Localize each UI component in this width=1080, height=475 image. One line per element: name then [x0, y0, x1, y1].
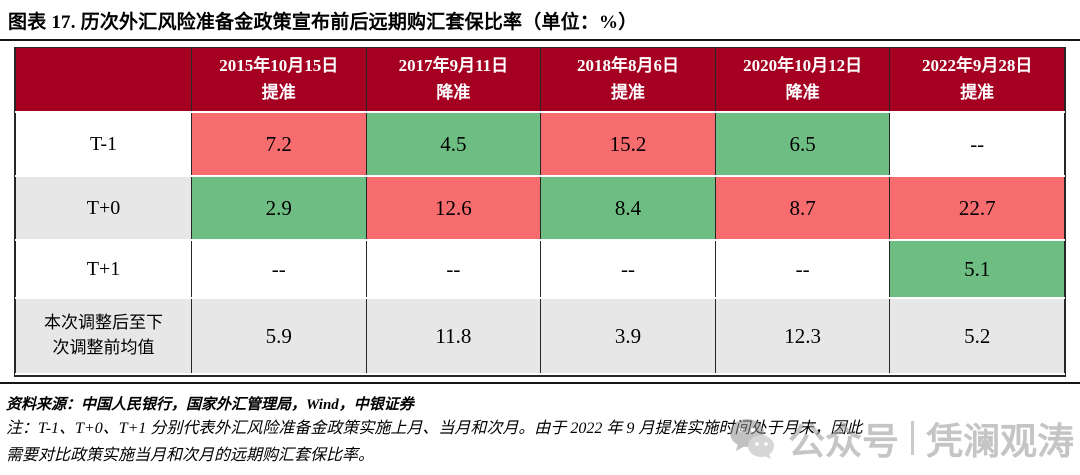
hedge-ratio-table-wrap: 2015年10月15日 提准 2017年9月11日 降准 2018年8月6日 提准 2020… — [14, 47, 1066, 377]
source-line: 资料来源：中国人民银行，国家外汇管理局，Wind，中银证券 — [6, 397, 414, 413]
note-line-1: 注：T-1、T+0、T+1 分别代表外汇风险准备金政策实施上月、当月和次月。由于… — [6, 420, 863, 437]
event-header-cell: 2020年10月12日 降准 — [714, 48, 891, 112]
title-rule — [0, 39, 1080, 41]
value-cell: 3.9 — [540, 297, 716, 375]
table-row: 本次调整后至下次调整前均值 5.9 11.8 3.9 12.3 5.2 — [15, 297, 1065, 375]
figure-title: 图表 17. 历次外汇风险准备金政策宣布前后远期购汇套保比率（单位：%） — [8, 12, 638, 33]
value-cell: -- — [365, 239, 542, 299]
value-cell: 7.2 — [191, 111, 367, 177]
event-header-cell: 2018年8月6日 提准 — [540, 48, 716, 112]
value-cell: -- — [540, 239, 716, 299]
event-header-cell: 2022年9月28日 提准 — [889, 48, 1065, 112]
value-cell: -- — [889, 111, 1065, 177]
event-header-cell: 2017年9月11日 降准 — [365, 48, 542, 112]
hedge-ratio-table: 2015年10月15日 提准 2017年9月11日 降准 2018年8月6日 提准 2020… — [15, 48, 1065, 375]
value-cell: 15.2 — [540, 111, 716, 177]
footer-rule — [0, 382, 1080, 384]
value-cell: 5.1 — [889, 239, 1065, 299]
value-cell: 2.9 — [191, 175, 367, 241]
value-cell: 11.8 — [365, 297, 542, 375]
header-row: 2015年10月15日 提准 2017年9月11日 降准 2018年8月6日 提准 2020… — [15, 48, 1065, 112]
value-cell: 5.9 — [191, 297, 367, 375]
row-label-cell: 本次调整后至下次调整前均值 — [15, 297, 192, 375]
value-cell: 4.5 — [365, 111, 542, 177]
value-cell: -- — [191, 239, 367, 299]
value-cell: 6.5 — [714, 111, 891, 177]
table-row: T+0 2.9 12.6 8.4 8.7 22.7 — [15, 175, 1065, 241]
value-cell: 12.6 — [365, 175, 542, 241]
value-cell: 12.3 — [714, 297, 891, 375]
note-line-2: 需要对比政策实施当月和次月的远期购汇套保比率。 — [6, 447, 375, 464]
value-cell: -- — [714, 239, 891, 299]
value-cell: 8.7 — [714, 175, 891, 241]
table-row: T-1 7.2 4.5 15.2 6.5 -- — [15, 111, 1065, 177]
event-header-cell: 2015年10月15日 提准 — [191, 48, 367, 112]
row-label-cell: T-1 — [15, 111, 192, 177]
row-label-cell: T+0 — [15, 175, 192, 241]
value-cell: 5.2 — [889, 297, 1065, 375]
value-cell: 22.7 — [889, 175, 1065, 241]
row-label-cell: T+1 — [15, 239, 192, 299]
value-cell: 8.4 — [540, 175, 716, 241]
table-row: T+1 -- -- -- -- 5.1 — [15, 239, 1065, 299]
corner-cell — [15, 48, 192, 112]
